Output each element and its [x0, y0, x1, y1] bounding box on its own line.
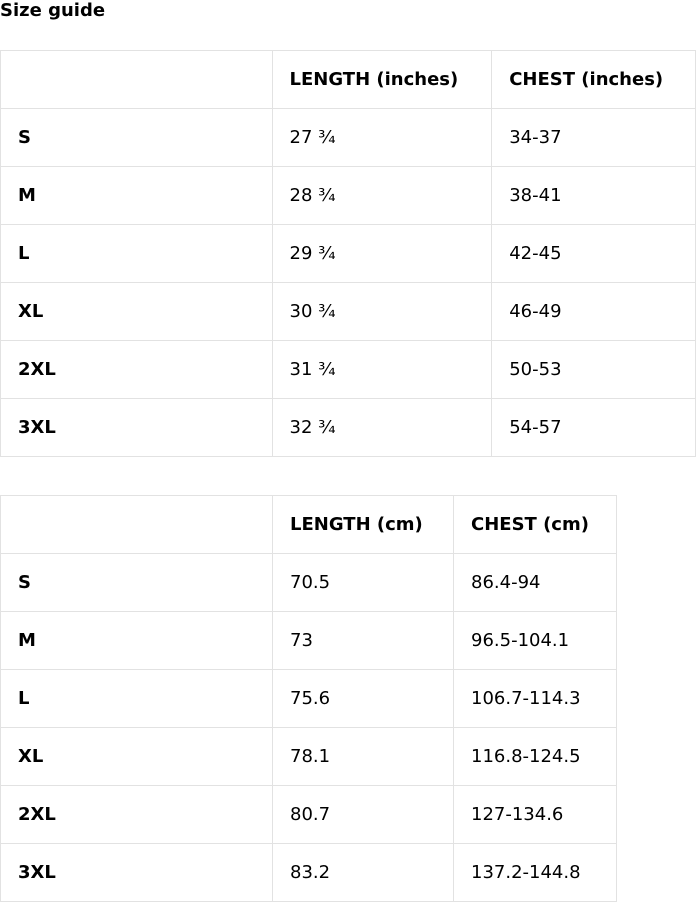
column-header: CHEST (cm)	[453, 495, 617, 554]
table-row: S 70.5 86.4-94	[0, 553, 617, 612]
table-cell: 106.7-114.3	[453, 669, 617, 728]
size-label: M	[0, 166, 273, 225]
table-row: M 28 ¾ 38-41	[0, 166, 696, 225]
table-cell: 116.8-124.5	[453, 727, 617, 786]
table-cell: 42-45	[491, 224, 696, 283]
column-header	[0, 50, 273, 109]
table-cell: 27 ¾	[271, 108, 493, 167]
table-cell: 46-49	[491, 282, 696, 341]
page-title: Size guide	[0, 0, 106, 21]
table-cell: 32 ¾	[271, 398, 493, 457]
size-label: S	[0, 108, 273, 167]
table-cell: 31 ¾	[271, 340, 493, 399]
table-cell: 96.5-104.1	[453, 611, 617, 670]
size-table-cm: LENGTH (cm) CHEST (cm) S 70.5 86.4-94 M 73 96.5…	[0, 495, 617, 902]
table-row: L 75.6 106.7-114.3	[0, 669, 617, 728]
table-cell: 29 ¾	[271, 224, 493, 283]
table-cell: 78.1	[272, 727, 454, 786]
size-label: 2XL	[0, 340, 273, 399]
column-header	[0, 495, 273, 554]
column-header: LENGTH (inches)	[271, 50, 493, 109]
table-cell: 83.2	[272, 843, 454, 902]
table-row: 2XL 31 ¾ 50-53	[0, 340, 696, 399]
size-label: 2XL	[0, 785, 273, 844]
header-row: LENGTH (cm) CHEST (cm)	[0, 495, 617, 554]
table-cell: 30 ¾	[271, 282, 493, 341]
table-row: M 73 96.5-104.1	[0, 611, 617, 670]
table-cell: 73	[272, 611, 454, 670]
table-row: XL 30 ¾ 46-49	[0, 282, 696, 341]
table-row: 3XL 83.2 137.2-144.8	[0, 843, 617, 902]
table-cell: 54-57	[491, 398, 696, 457]
size-label: L	[0, 224, 273, 283]
table-cell: 127-134.6	[453, 785, 617, 844]
size-label: M	[0, 611, 273, 670]
table-cell: 80.7	[272, 785, 454, 844]
header-row: LENGTH (inches) CHEST (inches)	[0, 50, 696, 109]
table-cell: 28 ¾	[271, 166, 493, 225]
size-table-inches: LENGTH (inches) CHEST (inches) S 27 ¾ 34-37 M…	[0, 50, 696, 457]
column-header: CHEST (inches)	[491, 50, 696, 109]
table-row: XL 78.1 116.8-124.5	[0, 727, 617, 786]
column-header: LENGTH (cm)	[272, 495, 454, 554]
table-cell: 75.6	[272, 669, 454, 728]
table-row: L 29 ¾ 42-45	[0, 224, 696, 283]
table-row: 3XL 32 ¾ 54-57	[0, 398, 696, 457]
size-label: XL	[0, 282, 273, 341]
table-cell: 50-53	[491, 340, 696, 399]
table-row: 2XL 80.7 127-134.6	[0, 785, 617, 844]
table-cell: 137.2-144.8	[453, 843, 617, 902]
table-cell: 38-41	[491, 166, 696, 225]
table-cell: 34-37	[491, 108, 696, 167]
size-label: XL	[0, 727, 273, 786]
table-row: S 27 ¾ 34-37	[0, 108, 696, 167]
size-label: S	[0, 553, 273, 612]
size-label: 3XL	[0, 398, 273, 457]
table-cell: 70.5	[272, 553, 454, 612]
size-label: 3XL	[0, 843, 273, 902]
size-label: L	[0, 669, 273, 728]
table-cell: 86.4-94	[453, 553, 617, 612]
